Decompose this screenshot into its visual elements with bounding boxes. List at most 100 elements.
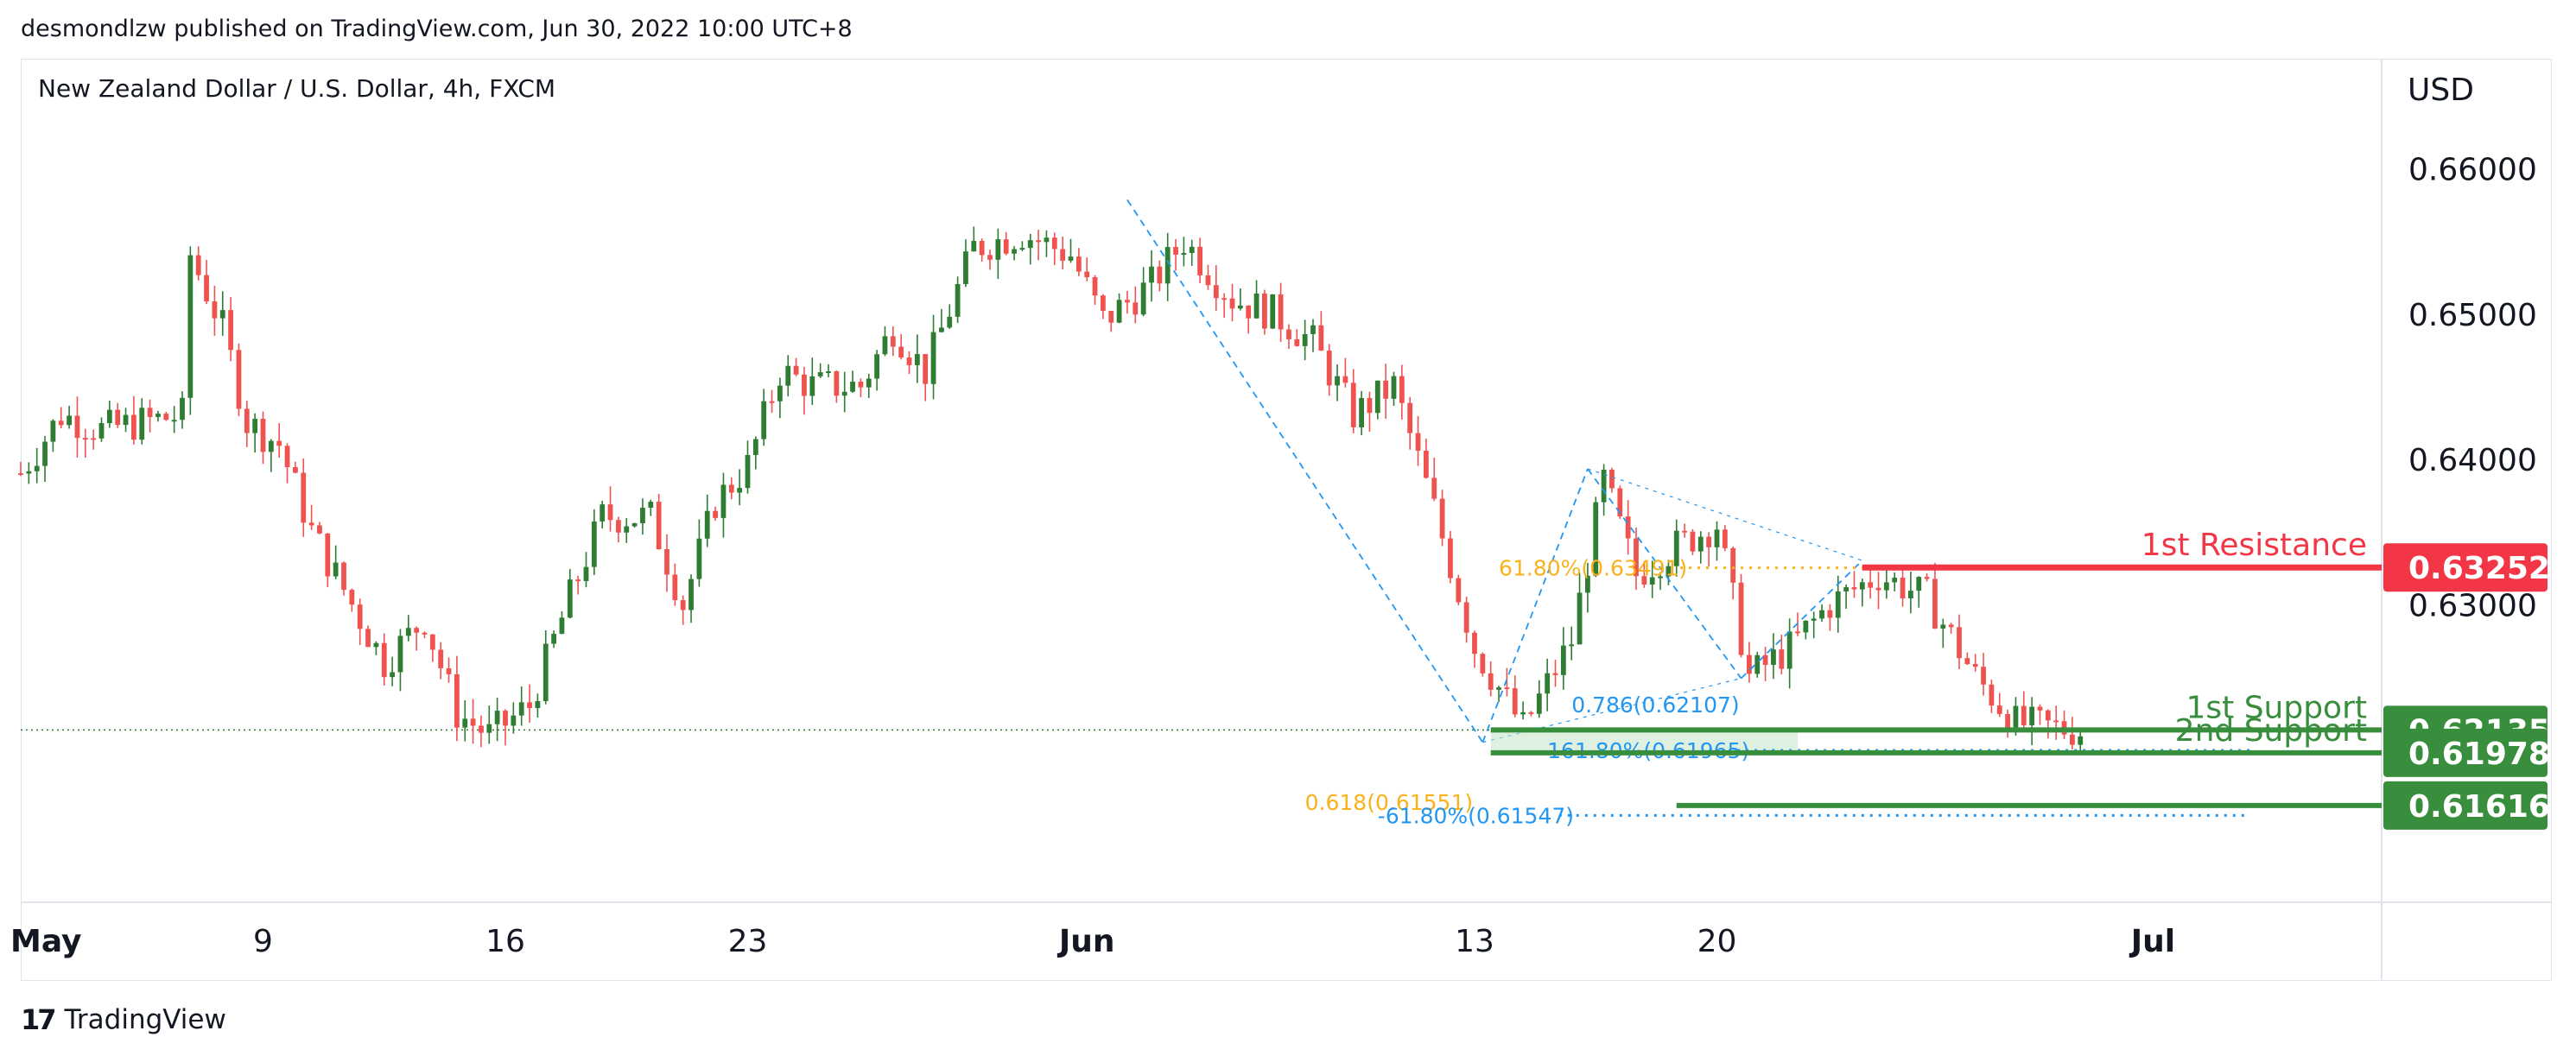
- candle-body: [542, 643, 549, 701]
- candle: [1463, 596, 1469, 643]
- candle: [1996, 692, 2002, 718]
- candle-body: [486, 724, 492, 733]
- candle: [939, 308, 944, 333]
- candle: [405, 615, 411, 642]
- candle-body: [761, 401, 767, 439]
- candle-body: [373, 642, 379, 648]
- candle: [171, 406, 177, 433]
- x-tick-label: 23: [728, 924, 768, 959]
- candle: [390, 656, 395, 686]
- candle-body: [1900, 578, 1906, 598]
- candle: [1819, 604, 1824, 623]
- currency-label: USD: [2408, 73, 2474, 108]
- candle-body: [1044, 237, 1050, 243]
- candle: [446, 657, 452, 683]
- candle: [219, 291, 225, 336]
- candle: [2037, 704, 2043, 725]
- candle-body: [180, 397, 185, 421]
- candle-body: [785, 365, 791, 386]
- candle-body: [607, 504, 613, 521]
- candle-body: [381, 642, 387, 678]
- candle: [1229, 283, 1235, 322]
- candle: [1948, 623, 1954, 634]
- attribution-text: desmondlzw published on TradingView.com,…: [21, 16, 853, 42]
- candle-body: [600, 504, 606, 522]
- candle: [67, 405, 72, 429]
- candle-body: [656, 502, 662, 550]
- candle: [1981, 653, 1986, 696]
- candle-body: [462, 718, 468, 728]
- candle-body: [390, 672, 395, 678]
- candle-body: [301, 472, 307, 523]
- candle: [1003, 231, 1009, 256]
- candle-body: [1924, 577, 1930, 579]
- support-zone: [1490, 730, 1798, 753]
- tradingview-logo[interactable]: 17 TradingView: [21, 1003, 226, 1036]
- candle: [139, 398, 145, 445]
- candle-body: [511, 715, 517, 726]
- candle: [1859, 578, 1865, 607]
- candle: [1972, 654, 1978, 672]
- candle-body: [1439, 498, 1445, 539]
- candle-body: [947, 316, 953, 328]
- candle: [672, 563, 678, 606]
- candle-body: [91, 438, 97, 440]
- candle: [470, 699, 476, 744]
- candle-body: [479, 725, 484, 733]
- candle: [834, 370, 840, 403]
- candle-body: [527, 702, 532, 709]
- candle: [131, 395, 136, 445]
- candle: [1424, 438, 1429, 479]
- candle: [1682, 523, 1687, 538]
- candle: [1900, 567, 1906, 607]
- candle-body: [1981, 667, 1986, 685]
- candle-body: [1003, 239, 1009, 254]
- candle-body: [163, 414, 169, 421]
- candle: [809, 357, 815, 406]
- candle: [971, 226, 977, 252]
- candle: [1318, 311, 1324, 351]
- candle: [826, 364, 831, 377]
- candle: [817, 363, 823, 378]
- candle: [212, 285, 218, 336]
- candle-body: [1164, 247, 1171, 284]
- candle-body: [1697, 536, 1704, 552]
- candle-body: [834, 371, 840, 396]
- candle: [1310, 319, 1316, 352]
- candle: [995, 228, 1001, 280]
- candle-body: [268, 440, 274, 452]
- candle: [1722, 525, 1728, 552]
- candle-body: [1221, 298, 1228, 300]
- candle-body: [74, 415, 80, 439]
- candle: [1383, 364, 1389, 420]
- candle-body: [397, 635, 403, 673]
- candle-body: [115, 409, 121, 426]
- candle: [551, 630, 556, 648]
- candle-body: [308, 522, 314, 526]
- candle: [785, 355, 791, 397]
- candle: [2029, 697, 2035, 746]
- candle: [1439, 490, 1445, 547]
- y-tick-label: 0.65000: [2408, 298, 2537, 333]
- candle-body: [1456, 578, 1462, 603]
- candle: [914, 334, 920, 383]
- price-badge-label: 0.61978: [2408, 737, 2550, 772]
- candle: [802, 366, 807, 415]
- candle-body: [293, 467, 298, 473]
- candle-body: [1996, 705, 2002, 714]
- candle-body: [850, 382, 855, 392]
- candle: [1173, 239, 1178, 271]
- candle: [1164, 232, 1171, 301]
- candle-body: [1932, 579, 1938, 629]
- candle: [923, 353, 929, 402]
- tradingview-logo-text: TradingView: [64, 1004, 226, 1035]
- candle-body: [906, 357, 912, 365]
- candle: [1520, 701, 1526, 720]
- candle-body: [1964, 658, 1970, 664]
- candle: [1092, 275, 1098, 305]
- candle: [607, 486, 613, 532]
- candle: [365, 625, 371, 648]
- candle-body: [1673, 530, 1679, 566]
- candle-body: [429, 634, 435, 650]
